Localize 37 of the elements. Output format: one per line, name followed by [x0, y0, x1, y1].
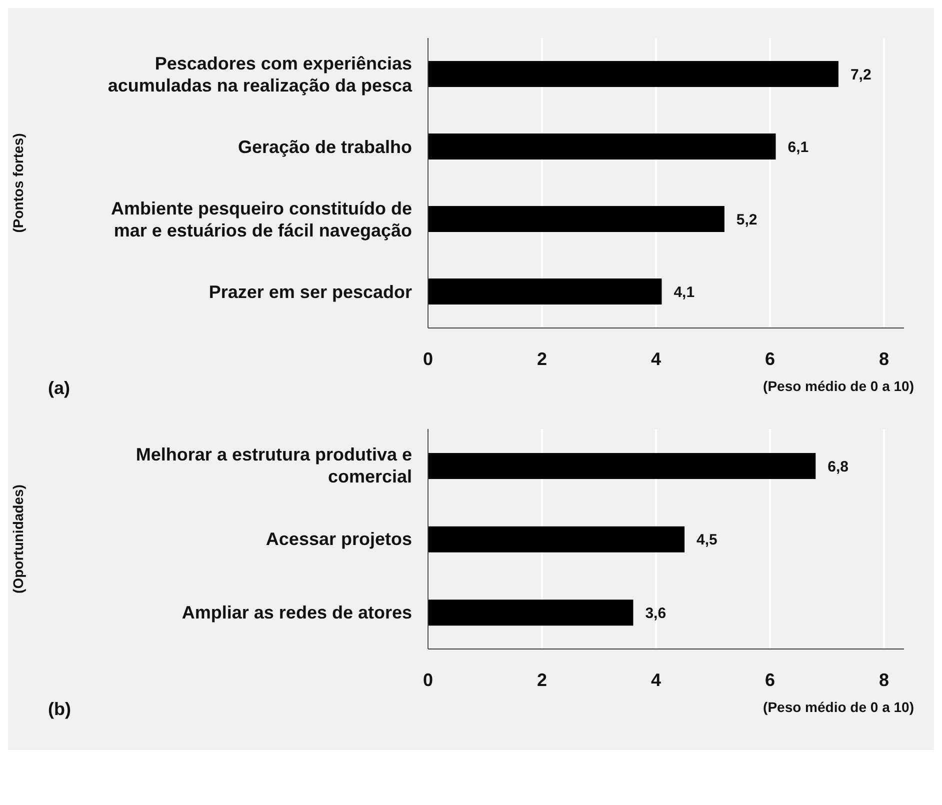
- y-axis-title: (Oportunidades): [10, 484, 26, 594]
- data-label: 3,6: [645, 604, 666, 622]
- y-tick-label: Ampliar as redes de atores: [182, 602, 412, 622]
- x-axis-title: (Peso médio de 0 a 10): [763, 378, 914, 396]
- text: (a): [48, 378, 70, 398]
- data-label: 5,2: [736, 211, 758, 228]
- x-axis-title: (Peso médio de 0 a 10): [763, 699, 914, 717]
- bar: [428, 600, 634, 626]
- x-tick-label: 0: [422, 348, 434, 369]
- y-tick-label: Melhorar a estrutura produtiva e comercial: [136, 444, 412, 487]
- bar: [428, 526, 685, 552]
- x-tick-label: 6: [765, 670, 776, 690]
- x-tick-label: 2: [537, 670, 548, 690]
- text: (b): [48, 699, 71, 719]
- x-tick-label: 2: [537, 348, 548, 369]
- data-label: 6,1: [788, 138, 809, 156]
- x-tick-label: 8: [879, 670, 890, 690]
- bar: [428, 206, 724, 232]
- x-tick-label: 4: [651, 348, 662, 369]
- data-label: 6,8: [828, 458, 848, 476]
- x-tick-label: 4: [651, 670, 662, 690]
- y-tick-label: Ambiente pesqueiro constituído de mar e estuários de fácil navegação: [110, 198, 412, 240]
- data-label: 7,2: [850, 66, 872, 84]
- data-label: 4,1: [674, 284, 695, 301]
- y-tick-label: Geração de trabalho: [238, 136, 412, 157]
- x-tick-label: 8: [879, 348, 890, 369]
- y-tick-label: Pescadores com experiências acumuladas na realização da pesca: [108, 53, 413, 96]
- bar: [428, 453, 816, 479]
- x-tick-label: 0: [422, 670, 434, 690]
- bar: [428, 134, 776, 160]
- data-label: 4,5: [696, 532, 718, 549]
- y-tick-label: Acessar projetos: [266, 529, 412, 549]
- bar: [428, 278, 662, 304]
- x-tick-label: 6: [765, 348, 776, 369]
- y-axis-title: (Pontos fortes): [10, 133, 26, 233]
- bar: [428, 61, 838, 87]
- y-tick-label: Prazer em ser pescador: [208, 282, 412, 302]
